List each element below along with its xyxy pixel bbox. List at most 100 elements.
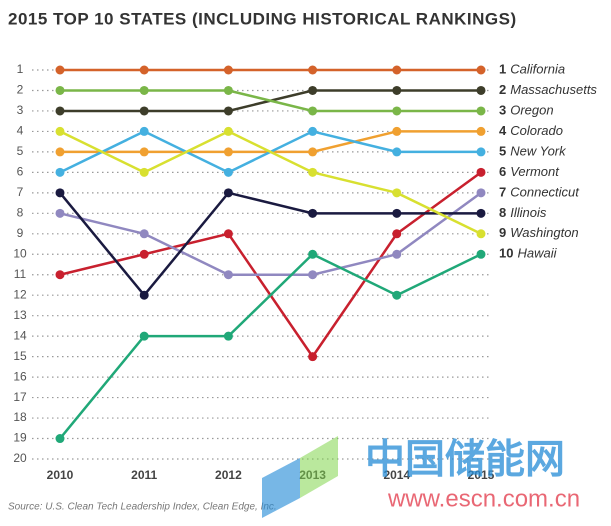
point [139, 249, 149, 259]
point [476, 188, 486, 198]
y-tick-label: 17 [13, 390, 27, 404]
y-tick-label: 15 [13, 349, 27, 363]
legend-label: Washington [510, 225, 578, 240]
legend-rank: 7 [499, 184, 506, 199]
point [392, 290, 402, 300]
point [55, 106, 65, 116]
watermark-shape [300, 436, 338, 498]
legend-label: New York [510, 143, 567, 158]
point [223, 188, 233, 198]
point [476, 126, 486, 136]
point [476, 106, 486, 116]
point [223, 147, 233, 157]
point [308, 65, 318, 75]
series-line [59, 191, 481, 298]
y-tick-label: 2 [17, 83, 24, 97]
y-tick-label: 4 [17, 124, 24, 138]
y-tick-label: 3 [17, 103, 24, 117]
watermark-shape [262, 458, 300, 518]
legend-rank: 9 [499, 225, 506, 240]
point [55, 167, 65, 177]
legend-label: Hawaii [517, 246, 557, 261]
lines [59, 68, 482, 440]
point [55, 85, 65, 95]
point [139, 167, 149, 177]
point [476, 167, 486, 177]
point [55, 434, 65, 444]
point [392, 249, 402, 259]
y-tick-label: 13 [13, 308, 27, 322]
legend-rank: 1 [499, 61, 506, 76]
point [308, 85, 318, 95]
point [476, 229, 486, 239]
series-line [59, 191, 482, 276]
y-tick-label: 10 [13, 246, 27, 260]
point [392, 208, 402, 218]
y-tick-label: 5 [17, 144, 24, 158]
y-tick-label: 11 [14, 267, 27, 281]
x-tick-label: 2012 [215, 468, 242, 482]
legend-label: Vermont [510, 164, 560, 179]
legend-rank: 10 [499, 246, 513, 261]
point [139, 331, 149, 341]
y-tick-label: 12 [13, 287, 27, 301]
point [139, 147, 149, 157]
x-tick-label: 2015 [468, 468, 495, 482]
point [476, 147, 486, 157]
point [139, 85, 149, 95]
chart-title: 2015 TOP 10 STATES (INCLUDING HISTORICAL… [8, 9, 517, 28]
point [223, 331, 233, 341]
point [476, 85, 486, 95]
legend-label: Colorado [510, 123, 563, 138]
point [223, 106, 233, 116]
point [223, 65, 233, 75]
point [139, 229, 149, 239]
legend-label: Massachusetts [510, 82, 597, 97]
series-line [60, 89, 481, 113]
legend-label: Connecticut [510, 184, 580, 199]
point [308, 106, 318, 116]
watermark-url: www.escn.com.cn [387, 485, 580, 512]
point [139, 126, 149, 136]
point [308, 249, 318, 259]
markers [55, 65, 486, 444]
y-tick-label: 8 [17, 205, 24, 219]
point [476, 208, 486, 218]
y-tick-label: 6 [17, 165, 24, 179]
legend-rank: 3 [499, 102, 506, 117]
y-tick-label: 1 [17, 62, 24, 76]
y-tick-label: 19 [13, 431, 27, 445]
y-tick-label: 14 [13, 328, 27, 342]
point [139, 290, 149, 300]
x-tick-label: 2011 [131, 468, 157, 482]
legend-rank: 8 [499, 205, 506, 220]
point [308, 126, 318, 136]
point [55, 208, 65, 218]
point [392, 106, 402, 116]
point [308, 167, 318, 177]
y-tick-label: 20 [13, 451, 27, 465]
point [55, 65, 65, 75]
x-tick-label: 2010 [47, 468, 74, 482]
point [392, 188, 402, 198]
legend-label: Oregon [510, 102, 553, 117]
x-tick-label: 2014 [383, 468, 410, 482]
point [55, 126, 65, 136]
point [308, 208, 318, 218]
point [392, 147, 402, 157]
point [308, 147, 318, 157]
source: Source: U.S. Clean Tech Leadership Index… [8, 502, 277, 513]
point [55, 147, 65, 157]
point [392, 85, 402, 95]
legend-rank: 2 [499, 82, 506, 97]
point [223, 126, 233, 136]
legend-label: California [510, 61, 565, 76]
point [392, 229, 402, 239]
point [223, 270, 233, 280]
legend-rank: 4 [499, 123, 507, 138]
watermark: 中国储能网 www.escn.com.cn [262, 436, 580, 518]
y-tick-label: 9 [17, 226, 24, 240]
legend-label: Illinois [510, 205, 547, 220]
point [55, 270, 65, 280]
